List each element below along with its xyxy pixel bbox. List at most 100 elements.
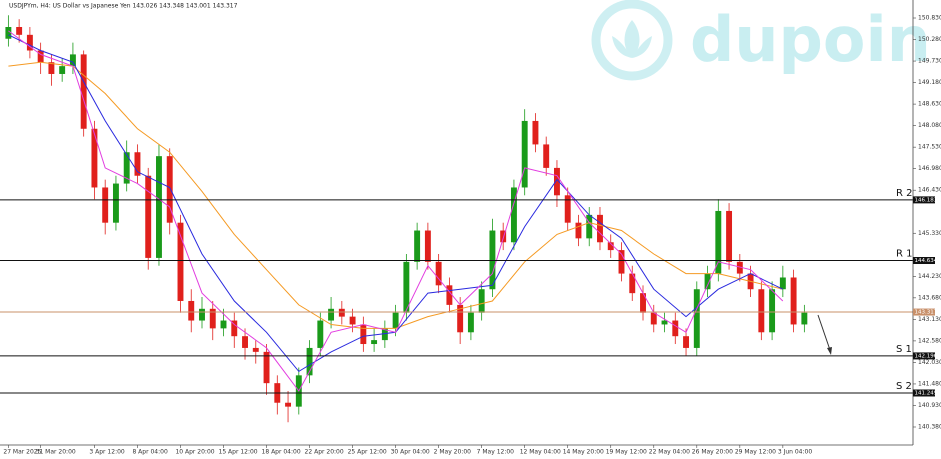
- forecast-arrowhead: [827, 347, 832, 355]
- candle-body: [349, 316, 356, 325]
- level-name: R 1: [896, 249, 913, 260]
- candle-body: [586, 214, 593, 239]
- candle-body: [424, 230, 431, 262]
- y-tick-label: 143.680: [918, 294, 941, 301]
- x-tick-label: 8 Apr 04:00: [132, 449, 167, 456]
- x-tick-label: 27 Mar 2025: [3, 449, 41, 456]
- candle-body: [629, 273, 636, 294]
- candle-body: [392, 312, 399, 329]
- candle-body: [199, 308, 205, 321]
- price-box-label: 146.183: [915, 197, 938, 203]
- candle-body: [532, 120, 539, 145]
- candle-body: [510, 187, 517, 243]
- x-tick-label: 10 Apr 20:00: [175, 449, 214, 456]
- x-tick-label: 3 Jun 04:00: [778, 449, 812, 456]
- candle-body: [252, 347, 259, 352]
- price-box: [913, 308, 935, 316]
- x-tick-label: 18 Apr 04:00: [262, 449, 301, 456]
- candle-body: [779, 277, 786, 290]
- level-name: S 2: [896, 381, 912, 392]
- x-tick-label: 26 May 20:00: [692, 449, 733, 456]
- x-tick-label: 3 Apr 12:00: [89, 449, 124, 456]
- candle-body: [16, 27, 23, 35]
- candle-body: [736, 261, 743, 274]
- price-box-label: 144.634: [915, 258, 938, 264]
- candle-body: [618, 250, 625, 274]
- candle-body: [758, 289, 765, 333]
- candle-body: [801, 312, 808, 325]
- candle-body: [371, 340, 378, 345]
- level-name: S 1: [896, 344, 912, 355]
- candle-body: [26, 34, 33, 51]
- y-tick-label: 140.380: [918, 423, 941, 430]
- candle-body: [661, 320, 668, 325]
- x-tick-label: 25 Apr 12:00: [348, 449, 387, 456]
- chart-header: USDJPYm, H4: US Dollar vs Japanese Yen 1…: [9, 3, 238, 10]
- candle-body: [91, 128, 98, 188]
- candle-body: [220, 320, 227, 329]
- candle-body: [338, 308, 345, 317]
- x-tick-label: 30 Apr 04:00: [391, 449, 430, 456]
- y-tick-label: 150.280: [918, 36, 941, 43]
- x-tick-label: 31 Mar 20:00: [36, 449, 76, 456]
- price-box: [913, 196, 935, 204]
- candle-body: [112, 183, 119, 223]
- candle-body: [5, 27, 12, 39]
- candle-body: [80, 54, 87, 129]
- candle-body: [575, 222, 582, 239]
- candle-body: [403, 261, 410, 313]
- y-tick-label: 147.530: [918, 144, 941, 151]
- candle-body: [607, 242, 614, 251]
- price-box-label: 141.249: [915, 390, 938, 396]
- candle-body: [435, 261, 442, 286]
- candle-body: [328, 308, 335, 321]
- candle-body: [704, 273, 711, 290]
- price-box-label: 143.317: [915, 310, 938, 316]
- candle-body: [650, 312, 657, 325]
- forecast-arrow: [817, 314, 831, 351]
- plot: [0, 15, 913, 423]
- x-tick-label: 29 May 12:00: [735, 449, 776, 456]
- candle-body: [48, 62, 55, 74]
- candle-body: [381, 328, 388, 341]
- candle-body: [123, 152, 130, 184]
- candle-body: [145, 175, 152, 258]
- y-tick-label: 148.630: [918, 101, 941, 108]
- candle-body: [166, 156, 173, 223]
- candle-body: [683, 336, 689, 348]
- candle-body: [554, 167, 560, 196]
- candle-body: [177, 222, 184, 301]
- candle-body: [769, 289, 776, 333]
- candle-body: [59, 66, 66, 74]
- candle-body: [360, 324, 367, 345]
- candle-body: [37, 50, 44, 63]
- y-tick-label: 142.580: [918, 337, 941, 344]
- x-tick-label: 2 May 20:00: [434, 449, 472, 456]
- x-tick-label: 15 Apr 12:00: [219, 449, 258, 456]
- candle-body: [446, 285, 453, 305]
- candle-body: [209, 308, 216, 329]
- price-box-label: 142.196: [915, 353, 938, 359]
- y-tick-label: 148.080: [918, 122, 941, 129]
- level-name: R 2: [896, 188, 913, 199]
- candle-body: [69, 54, 76, 67]
- y-tick-label: 149.730: [918, 58, 941, 65]
- y-tick-label: 140.930: [918, 402, 941, 409]
- y-tick-label: 145.330: [918, 230, 941, 237]
- price-box: [913, 257, 935, 265]
- candle-body: [597, 214, 603, 243]
- candle-body: [467, 312, 474, 333]
- candle-body: [478, 289, 485, 313]
- candle-body: [564, 195, 571, 223]
- candle-body: [543, 144, 550, 168]
- y-tick-label: 150.830: [918, 15, 941, 22]
- x-tick-label: 14 May 20:00: [563, 449, 604, 456]
- candle-body: [242, 336, 248, 348]
- candle-body: [726, 210, 733, 262]
- candle-body: [693, 289, 700, 348]
- candle-body: [457, 304, 464, 333]
- candle-body: [134, 152, 141, 176]
- y-tick-label: 146.980: [918, 165, 941, 172]
- candle-body: [156, 156, 162, 258]
